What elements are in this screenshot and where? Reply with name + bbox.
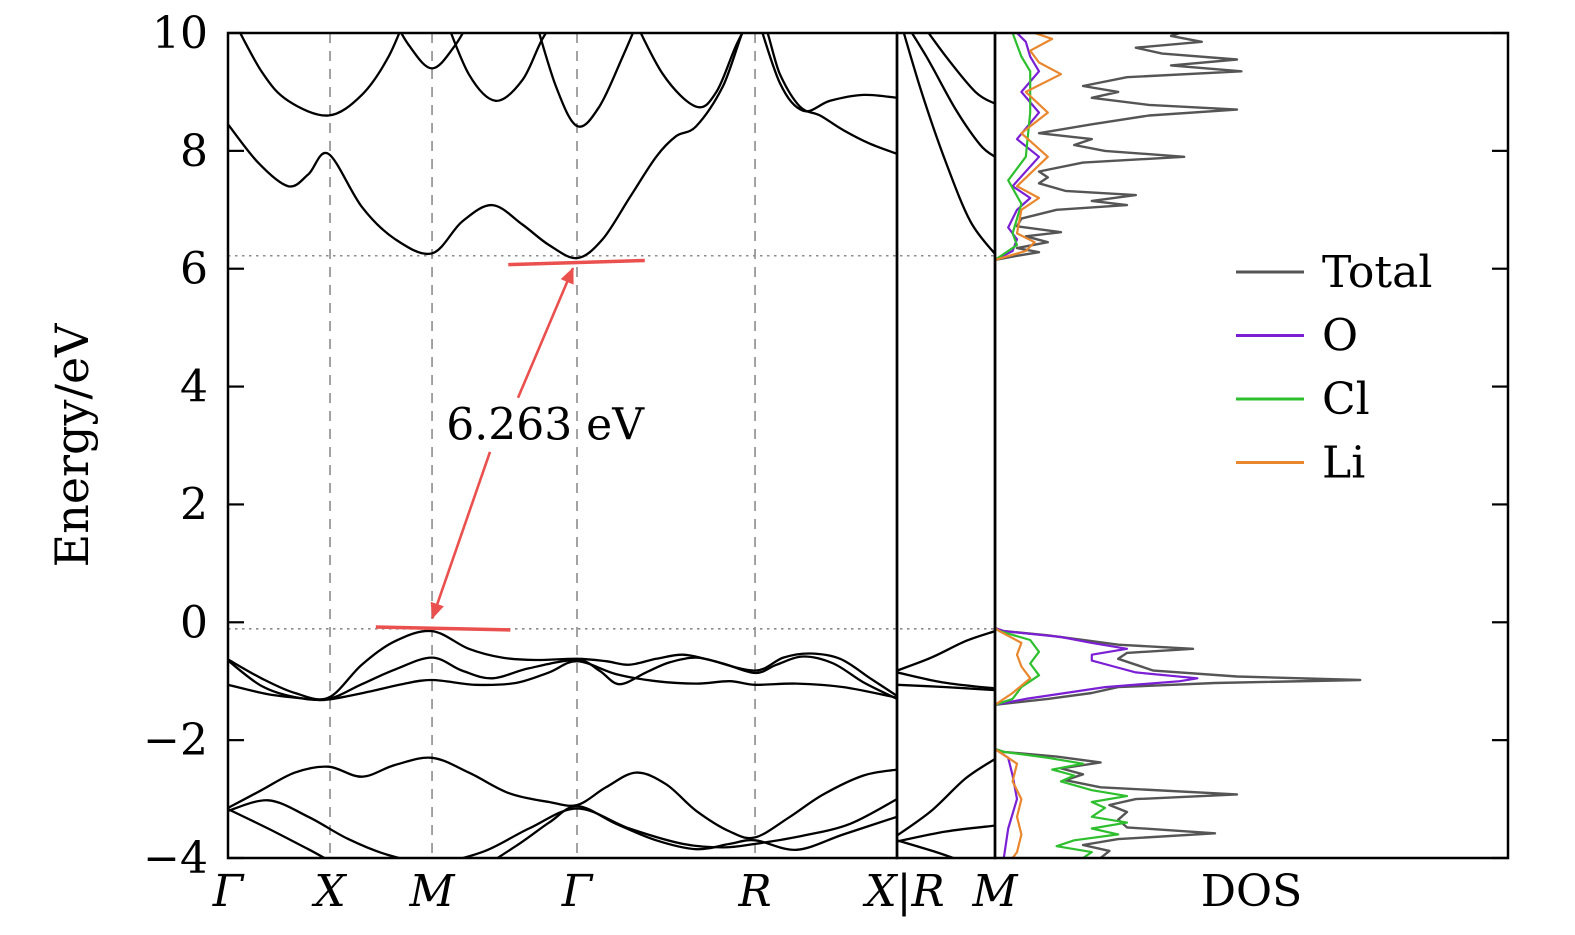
band-curve (927, 33, 995, 105)
kpoint-label: X|R (862, 866, 944, 917)
band-curves-main (228, 33, 897, 858)
band-curve (238, 33, 401, 117)
kpoint-label: Γ (212, 866, 245, 917)
band-edge-marker (508, 258, 645, 267)
band-curve (761, 33, 897, 113)
band-curve (228, 756, 897, 840)
band-curve (449, 33, 548, 102)
band-curve (399, 33, 465, 70)
band-edge-reference-lines (228, 254, 995, 630)
y-tick-label: −4 (143, 833, 208, 884)
band-curve (902, 33, 995, 256)
y-tick-label: 0 (180, 597, 208, 648)
band-curve (910, 33, 995, 158)
band-curve (228, 629, 897, 701)
y-tick-label: 6 (180, 244, 208, 295)
band-curves-rm (897, 33, 995, 858)
y-tick-label: 8 (180, 126, 208, 177)
kpoint-label: M (409, 866, 456, 917)
band-curve (897, 824, 995, 843)
band-edge-marker (375, 625, 511, 632)
band-curve (897, 683, 995, 692)
y-axis-title: Energy/eV (45, 323, 99, 568)
band-gap-annotation: 6.263 eV (375, 258, 645, 632)
legend-label-cl: Cl (1322, 374, 1370, 425)
band-curve (897, 839, 957, 858)
kpoint-label: Γ (561, 866, 594, 917)
y-axis: −4 −2 0 2 4 6 8 10 Energy/eV (45, 8, 1508, 884)
legend: Total O Cl Li (1236, 247, 1432, 489)
y-tick-label: −2 (143, 715, 208, 766)
band-curve (538, 33, 635, 128)
dos-curve-cl (995, 33, 1129, 858)
rm-panel-frame (895, 31, 997, 860)
band-curve (897, 671, 995, 690)
kpoint-label: R (737, 866, 771, 917)
band-curve (228, 33, 897, 260)
band-curve (639, 33, 744, 109)
legend-label-li: Li (1322, 438, 1365, 489)
band-curve (228, 655, 897, 702)
legend-label-o: O (1322, 311, 1358, 362)
dos-panel-frame (993, 31, 1510, 860)
band-curve (228, 660, 897, 702)
dos-curve-li (995, 33, 1063, 858)
y-tick-label: 10 (152, 8, 208, 59)
kpoint-label: X (311, 866, 347, 917)
band-gap-label: 6.263 eV (446, 400, 645, 451)
y-tick-label: 4 (180, 362, 208, 413)
kpoint-label: M (971, 866, 1018, 917)
band-curve (897, 757, 995, 837)
band-gap-arrow (430, 451, 492, 620)
dos-curves (995, 33, 1362, 858)
legend-label-total: Total (1322, 247, 1432, 298)
dos-axis-label: DOS (1201, 866, 1303, 917)
dos-curve-o (995, 33, 1199, 858)
dos-curve-total (995, 33, 1362, 858)
band-gap-arrow (516, 267, 575, 399)
kpoint-gridlines (329, 33, 756, 858)
x-axis-labels: Γ X M Γ R X|R M DOS (212, 866, 1303, 917)
band-curve (228, 797, 897, 858)
band-curve (897, 629, 995, 672)
y-tick-label: 2 (180, 479, 208, 530)
panel-frames (226, 31, 1510, 860)
